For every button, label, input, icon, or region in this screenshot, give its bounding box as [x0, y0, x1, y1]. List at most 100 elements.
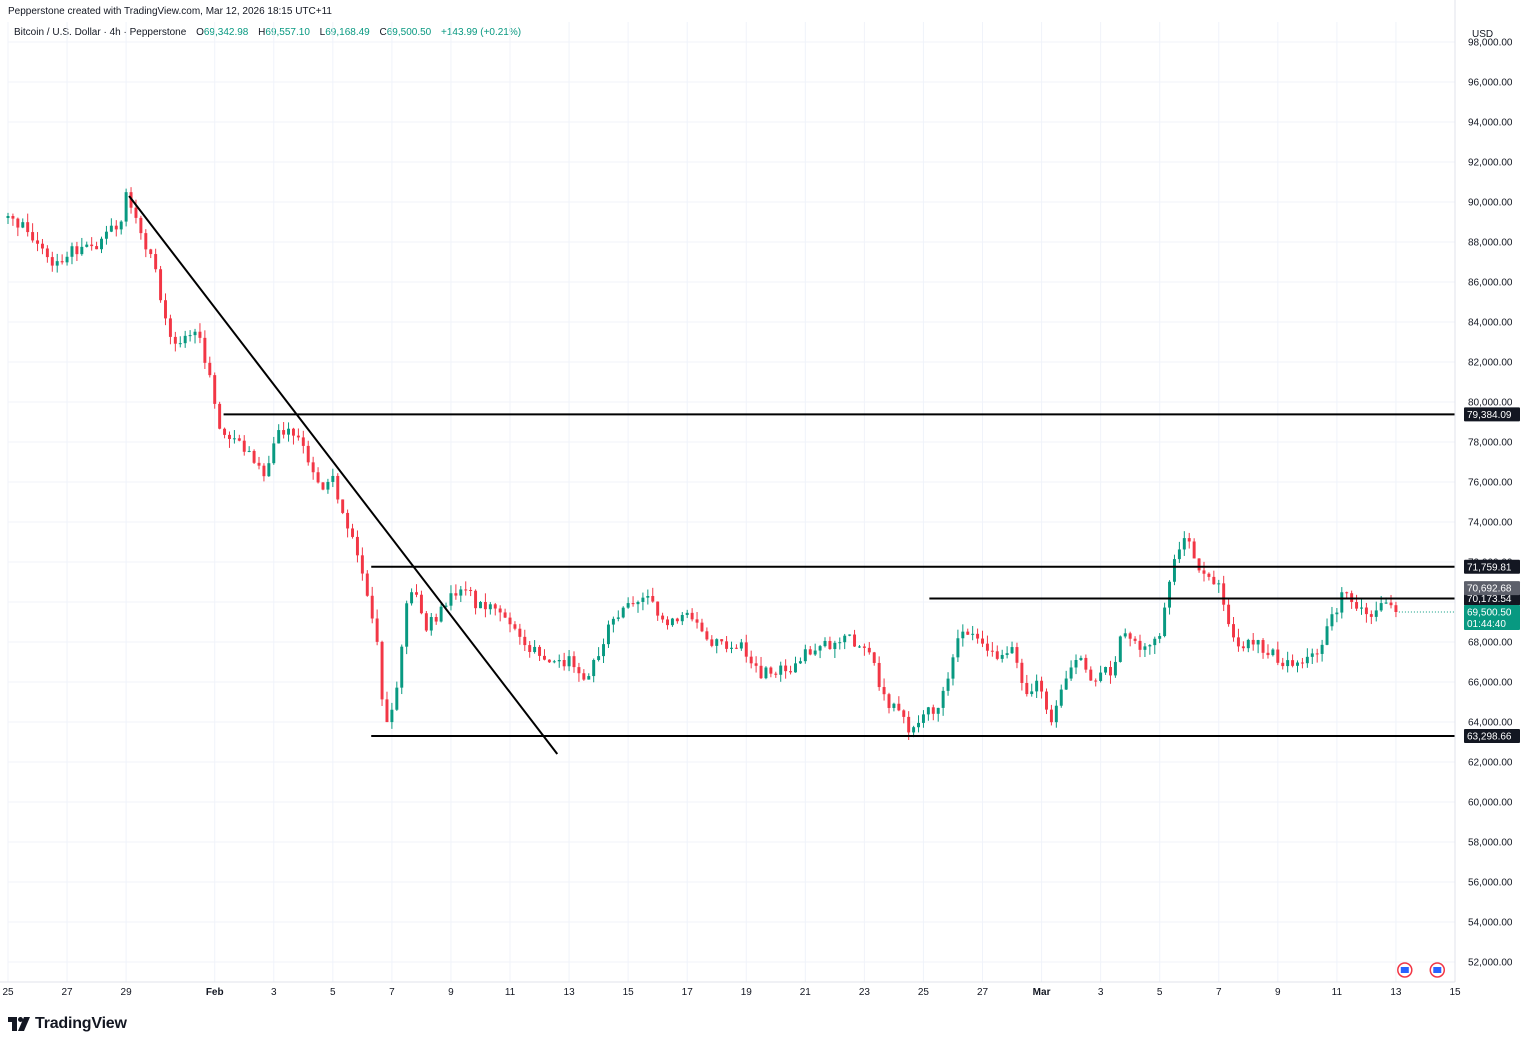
candle-body	[1143, 646, 1147, 650]
candle-body	[208, 362, 212, 376]
candle	[1108, 660, 1112, 684]
candle	[1192, 538, 1196, 559]
candle-body	[897, 703, 901, 711]
candle-body	[995, 651, 999, 659]
candle-body	[104, 231, 108, 239]
level-label-text: 70,173.54	[1467, 594, 1512, 605]
candle	[602, 638, 606, 664]
candle-body	[862, 646, 866, 648]
candle	[301, 430, 305, 454]
candle-body	[419, 594, 423, 614]
price-tick-label: 80,000.00	[1468, 398, 1513, 409]
countdown-text: 01:44:40	[1467, 619, 1506, 630]
tradingview-logo[interactable]: TradingView	[8, 1015, 127, 1033]
candle	[508, 612, 512, 633]
candle	[951, 654, 955, 686]
candle	[21, 218, 25, 229]
candle-body	[257, 462, 261, 466]
candle	[11, 213, 15, 226]
price-tick-label: 84,000.00	[1468, 318, 1513, 329]
time-tick-label: 11	[1332, 987, 1343, 998]
candle-body	[882, 687, 886, 695]
candle-body	[1064, 678, 1068, 690]
candle-body	[774, 673, 778, 675]
candle	[656, 601, 660, 621]
candle	[828, 636, 832, 650]
candle	[1099, 665, 1103, 683]
candle-body	[415, 592, 418, 595]
candle	[557, 654, 561, 668]
time-tick-label: 11	[505, 987, 516, 998]
candle-body	[395, 687, 399, 710]
candle-body	[301, 437, 305, 446]
candle	[213, 372, 217, 409]
candle	[331, 468, 335, 488]
candle-body	[1286, 660, 1290, 667]
candle	[80, 237, 84, 256]
candle-body	[119, 221, 123, 230]
candle	[597, 647, 601, 662]
candle	[749, 650, 753, 669]
candle	[65, 251, 69, 266]
candle-body	[114, 225, 118, 230]
candle	[1054, 700, 1058, 728]
candle-body	[1227, 604, 1231, 625]
candle-body	[1300, 662, 1304, 664]
chart-credit: Pepperstone created with TradingView.com…	[8, 6, 332, 17]
candle-body	[178, 343, 182, 345]
level-label-box	[1464, 407, 1520, 422]
candle-body	[1360, 607, 1363, 609]
candle-body	[444, 605, 448, 607]
candle-body	[95, 246, 99, 250]
candle-body	[272, 443, 276, 464]
candle-body	[611, 618, 615, 625]
candle	[562, 652, 566, 671]
candle-body	[1330, 614, 1334, 627]
time-tick-label: 27	[61, 987, 73, 998]
level-label-text: 63,298.66	[1467, 732, 1512, 743]
candle	[1000, 649, 1004, 663]
candle	[730, 641, 733, 654]
level-label: 79,384.09	[1464, 407, 1520, 422]
candle-body	[547, 659, 551, 663]
candle	[582, 669, 586, 681]
candle	[798, 657, 802, 665]
candle	[1079, 655, 1083, 661]
candle-body	[936, 707, 940, 714]
candle-body	[1369, 614, 1373, 617]
symbol-legend: Bitcoin / U.S. Dollar · 4h · Pepperstone…	[14, 27, 521, 38]
candle	[55, 253, 59, 273]
candle	[523, 629, 527, 651]
candle	[1236, 628, 1240, 652]
candle-body	[168, 318, 172, 337]
candle	[853, 629, 857, 647]
candle	[410, 588, 414, 606]
candle	[528, 641, 532, 658]
candle	[75, 241, 79, 262]
level-label-box	[1464, 729, 1520, 744]
candle	[159, 265, 163, 303]
candle	[1133, 636, 1137, 644]
price-tick-label: 66,000.00	[1468, 678, 1513, 689]
candle	[867, 642, 871, 655]
candle-body	[1128, 633, 1132, 639]
candle	[892, 702, 896, 712]
candle	[1256, 639, 1260, 654]
time-tick-label: 19	[741, 987, 753, 998]
candle	[1364, 602, 1368, 623]
level-label-text: 71,759.81	[1467, 562, 1512, 573]
candle	[1182, 531, 1186, 556]
candle-body	[695, 619, 699, 623]
level-label: 63,298.66	[1464, 729, 1520, 744]
candle-body	[1079, 657, 1083, 661]
candle	[961, 624, 965, 647]
axes: 52,000.00 54,000.00 56,000.00 58,000.00 60,0…	[0, 0, 1513, 998]
time-tick-label: 13	[1390, 987, 1402, 998]
candle-body	[60, 261, 64, 263]
high-value: 69,557.10	[265, 27, 310, 38]
candle	[139, 215, 143, 240]
candle-body	[562, 660, 566, 667]
candle	[666, 616, 669, 630]
